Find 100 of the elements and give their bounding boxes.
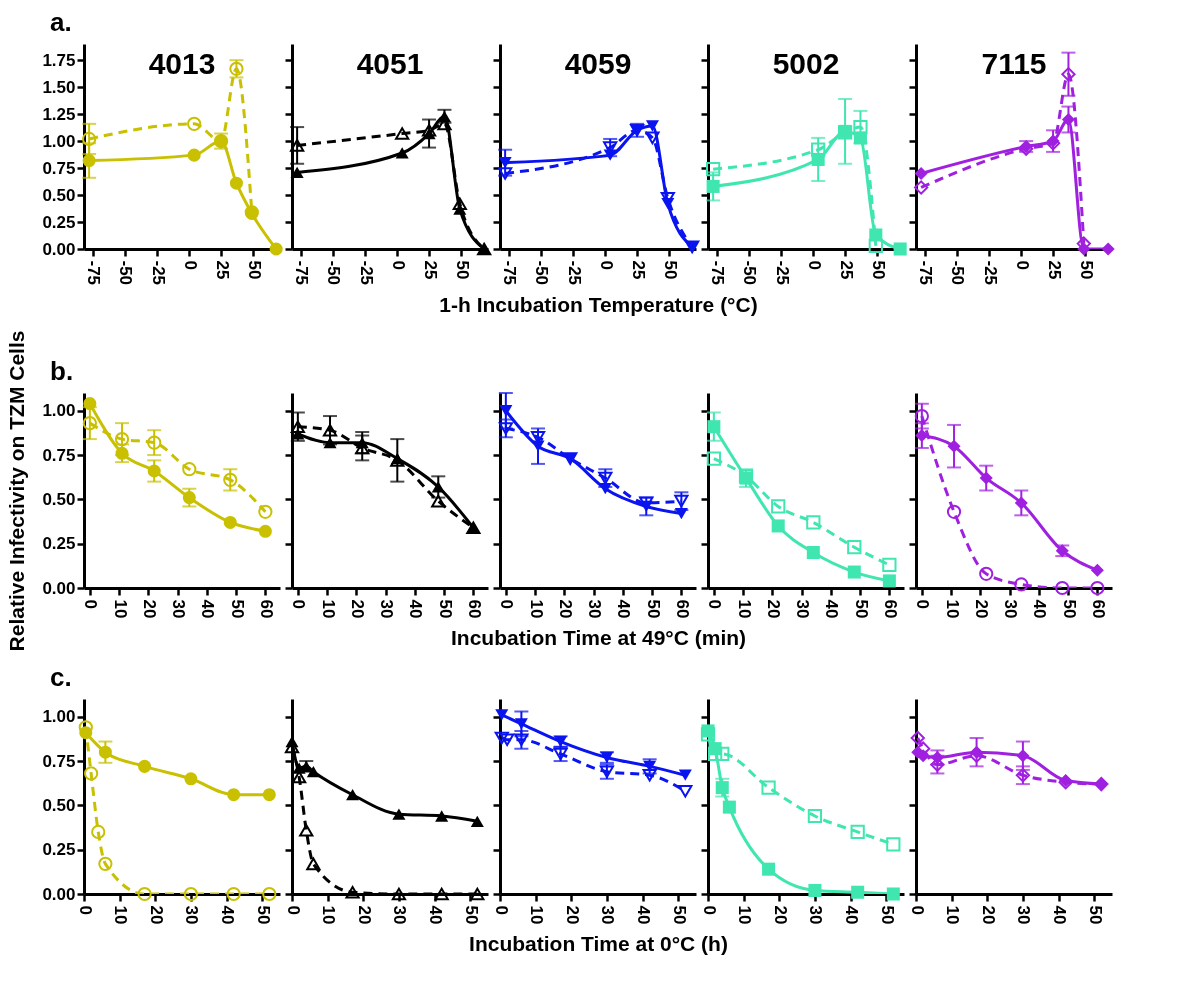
point	[299, 823, 314, 837]
point	[499, 405, 513, 417]
x-tick-label: 0	[180, 260, 200, 270]
point	[84, 766, 99, 781]
point	[498, 167, 513, 180]
x-tick-label: 50	[227, 599, 247, 619]
x-tick-label: 50	[1085, 905, 1105, 925]
point	[229, 176, 243, 190]
point	[514, 733, 529, 747]
point	[494, 731, 509, 745]
x-tick-label: 60	[256, 599, 276, 619]
point	[1090, 580, 1105, 596]
point	[914, 408, 929, 424]
point	[678, 769, 692, 781]
point	[893, 242, 907, 256]
point	[395, 127, 410, 140]
x-tick-label: 0	[283, 905, 303, 915]
point	[183, 886, 199, 902]
point	[707, 420, 721, 434]
point	[722, 800, 736, 814]
x-tick-label: 0	[289, 599, 309, 609]
y-tick-label: 0.75	[42, 158, 76, 178]
x-tick-label: 0	[497, 599, 517, 609]
x-tick-label: 50	[643, 599, 663, 619]
x-tick-label: 40	[218, 905, 238, 925]
y-tick-label: 1.00	[42, 401, 76, 421]
point	[322, 423, 338, 437]
point	[847, 565, 861, 579]
x-tick-label: 20	[354, 905, 374, 925]
x-tick-label: 20	[770, 905, 790, 925]
point	[886, 887, 900, 901]
point	[434, 887, 449, 901]
y-tick-label: 0.00	[42, 578, 76, 598]
x-tick-label: 25	[212, 260, 232, 280]
point	[147, 435, 162, 450]
point	[290, 139, 305, 152]
point	[645, 131, 660, 145]
point	[910, 730, 925, 746]
x-tick-label: 40	[198, 599, 218, 619]
x-tick-label: -25	[564, 260, 584, 286]
x-tick-label: 0	[705, 599, 725, 609]
point	[226, 886, 241, 902]
x-tick-label: 50	[1059, 599, 1079, 619]
x-tick-label: 0	[699, 905, 719, 915]
x-tick-label: 30	[1014, 905, 1034, 925]
point	[470, 815, 484, 827]
point	[946, 504, 962, 519]
point	[853, 119, 868, 135]
point	[345, 885, 360, 899]
x-tick-label: 30	[598, 905, 618, 925]
x-tick-label: 25	[836, 260, 856, 280]
x-tick-label: 30	[377, 599, 397, 619]
x-tick-label: 30	[806, 905, 826, 925]
x-tick-label: 50	[877, 905, 897, 925]
chart-title: 5002	[772, 47, 840, 80]
point	[137, 886, 152, 902]
point	[1014, 577, 1029, 592]
x-tick-label: 50	[452, 260, 472, 280]
y-axis-title: Relative Infectivity on TZM Cells	[5, 330, 29, 652]
point	[452, 197, 467, 210]
point	[715, 781, 729, 795]
x-tick-label: 30	[390, 905, 410, 925]
x-tick-label: 40	[842, 905, 862, 925]
point	[914, 180, 929, 195]
chart-title: 4013	[148, 47, 216, 80]
point	[184, 772, 198, 786]
x-tick-label: 20	[971, 599, 991, 619]
x-tick-label: 10	[111, 905, 131, 925]
x-tick-label: 40	[426, 905, 446, 925]
x-tick-label: -75	[916, 260, 936, 286]
point	[642, 768, 657, 782]
x-tick-label: 50	[435, 599, 455, 619]
y-tick-label: 0.00	[42, 884, 76, 904]
point	[947, 439, 961, 453]
point	[290, 166, 304, 179]
y-tick-label: 1.25	[42, 104, 76, 124]
point	[306, 857, 321, 871]
x-tick-label: 10	[735, 905, 755, 925]
x-tick-label: 40	[406, 599, 426, 619]
x-tick-label: 50	[851, 599, 871, 619]
y-tick-label: 0.50	[42, 185, 76, 205]
point	[915, 429, 929, 443]
x-tick-label: 60	[1088, 599, 1108, 619]
x-tick-label: 30	[1001, 599, 1021, 619]
x-tick-label: 10	[318, 599, 338, 619]
point	[498, 157, 512, 169]
x-tick-label: 20	[139, 599, 159, 619]
point	[979, 566, 994, 581]
y-tick-label: 0.00	[42, 239, 76, 259]
y-tick-label: 0.50	[42, 795, 76, 815]
y-tick-label: 0.25	[42, 534, 76, 554]
point	[98, 745, 112, 759]
point	[706, 162, 721, 177]
x-tick-label: 10	[526, 599, 546, 619]
x-tick-label: 60	[672, 599, 692, 619]
x-axis-title: 1-h Incubation Temperature (°C)	[439, 293, 758, 317]
x-tick-label: 10	[319, 905, 339, 925]
point	[706, 179, 720, 193]
y-tick-label: 0.75	[42, 445, 76, 465]
x-tick-label: 0	[81, 599, 101, 609]
